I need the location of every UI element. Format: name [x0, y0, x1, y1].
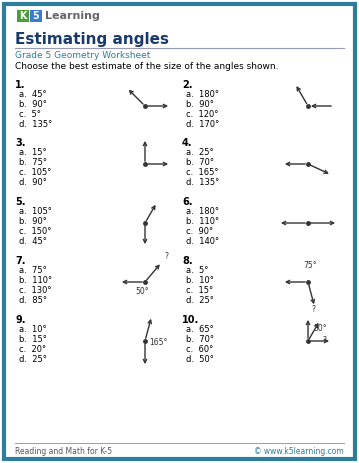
Text: a.  65°: a. 65°	[186, 325, 214, 334]
Text: b.  90°: b. 90°	[19, 100, 47, 109]
Text: 8.: 8.	[182, 256, 193, 266]
Text: d.  85°: d. 85°	[19, 296, 47, 305]
Text: 165°: 165°	[149, 338, 167, 347]
Text: b.  90°: b. 90°	[186, 100, 214, 109]
Text: d.  135°: d. 135°	[186, 178, 219, 187]
Text: © www.k5learning.com: © www.k5learning.com	[254, 447, 344, 456]
Text: 10.: 10.	[182, 315, 199, 325]
Text: c.  20°: c. 20°	[19, 345, 46, 354]
Text: d.  25°: d. 25°	[19, 355, 47, 364]
Text: b.  90°: b. 90°	[19, 217, 47, 226]
Text: b.  70°: b. 70°	[186, 335, 214, 344]
Text: 9.: 9.	[15, 315, 25, 325]
Text: Choose the best estimate of the size of the angles shown.: Choose the best estimate of the size of …	[15, 62, 279, 71]
Text: 5.: 5.	[15, 197, 25, 207]
Text: a.  45°: a. 45°	[19, 90, 47, 99]
Text: ?: ?	[312, 305, 316, 314]
Text: d.  140°: d. 140°	[186, 237, 219, 246]
Text: 30°: 30°	[313, 324, 327, 333]
Text: c.  15°: c. 15°	[186, 286, 213, 295]
Text: 4.: 4.	[182, 138, 192, 148]
Text: a.  105°: a. 105°	[19, 207, 52, 216]
Bar	[30, 10, 42, 22]
Text: b.  110°: b. 110°	[186, 217, 219, 226]
Text: Grade 5 Geometry Worksheet: Grade 5 Geometry Worksheet	[15, 51, 150, 60]
Text: d.  25°: d. 25°	[186, 296, 214, 305]
Text: 3.: 3.	[15, 138, 25, 148]
Text: a.  180°: a. 180°	[186, 207, 219, 216]
Text: 50°: 50°	[135, 287, 149, 296]
Text: a.  75°: a. 75°	[19, 266, 47, 275]
Text: b.  75°: b. 75°	[19, 158, 47, 167]
Text: c.  130°: c. 130°	[19, 286, 51, 295]
Text: c.  60°: c. 60°	[186, 345, 213, 354]
Text: 5: 5	[33, 11, 39, 21]
Text: c.  90°: c. 90°	[186, 227, 213, 236]
Text: Reading and Math for K-5: Reading and Math for K-5	[15, 447, 112, 456]
Text: a.  25°: a. 25°	[186, 148, 214, 157]
Text: 75°: 75°	[303, 261, 317, 270]
Text: 2.: 2.	[182, 80, 192, 90]
Text: 1.: 1.	[15, 80, 25, 90]
Text: ?: ?	[165, 252, 169, 261]
Text: Learning: Learning	[45, 11, 100, 21]
Bar	[17, 10, 29, 22]
Text: c.  165°: c. 165°	[186, 168, 219, 177]
Text: ?: ?	[322, 336, 326, 345]
Text: c.  105°: c. 105°	[19, 168, 51, 177]
Text: b.  70°: b. 70°	[186, 158, 214, 167]
Text: K: K	[19, 11, 27, 21]
Text: d.  50°: d. 50°	[186, 355, 214, 364]
Text: 6.: 6.	[182, 197, 192, 207]
Text: b.  15°: b. 15°	[19, 335, 47, 344]
Text: d.  170°: d. 170°	[186, 120, 219, 129]
Text: a.  180°: a. 180°	[186, 90, 219, 99]
Text: d.  135°: d. 135°	[19, 120, 52, 129]
Text: Estimating angles: Estimating angles	[15, 32, 169, 47]
Text: a.  15°: a. 15°	[19, 148, 47, 157]
Text: b.  110°: b. 110°	[19, 276, 52, 285]
Text: d.  45°: d. 45°	[19, 237, 47, 246]
Text: c.  120°: c. 120°	[186, 110, 218, 119]
Text: d.  90°: d. 90°	[19, 178, 47, 187]
Text: c.  5°: c. 5°	[19, 110, 41, 119]
Text: 7.: 7.	[15, 256, 25, 266]
Text: a.  10°: a. 10°	[19, 325, 47, 334]
Text: c.  150°: c. 150°	[19, 227, 51, 236]
Text: b.  10°: b. 10°	[186, 276, 214, 285]
Text: a.  5°: a. 5°	[186, 266, 208, 275]
